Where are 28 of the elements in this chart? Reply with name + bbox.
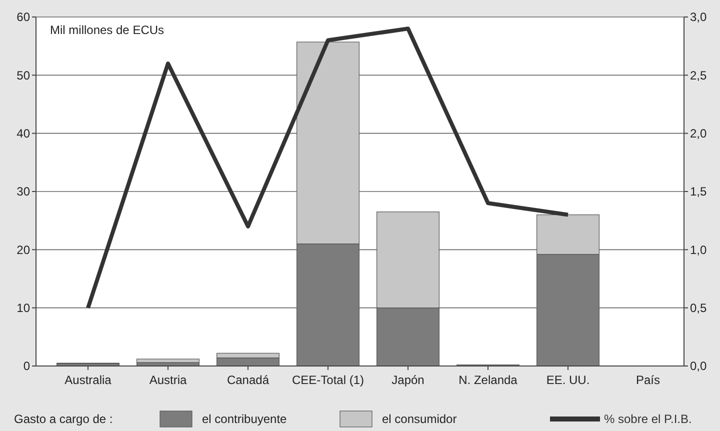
y2-tick-label: 0,5 xyxy=(690,301,708,316)
x-tick-label: Australia xyxy=(64,373,112,387)
y2-tick-label: 0,0 xyxy=(690,359,708,374)
x-tick-label: Japón xyxy=(392,373,424,387)
y-tick-label: 30 xyxy=(16,184,30,199)
x-tick-label: EE. UU. xyxy=(546,373,590,387)
legend-label: el consumidor xyxy=(382,412,457,426)
y2-tick-label: 2,5 xyxy=(690,68,708,82)
y-tick-label: 10 xyxy=(16,301,30,316)
y-tick-label: 0 xyxy=(23,359,30,374)
x-axis-title: País xyxy=(636,373,660,387)
bar xyxy=(136,358,200,363)
y-tick-label: 40 xyxy=(16,126,30,141)
y2-tick-label: 1,5 xyxy=(690,184,708,199)
y-tick-label: 60 xyxy=(16,10,30,24)
y2-tick-label: 1,0 xyxy=(690,242,708,257)
x-tick-label: Austria xyxy=(149,373,187,387)
x-tick-label: CEE-Total (1) xyxy=(292,373,364,387)
legend-label: el contribuyente xyxy=(202,412,288,426)
legend-label: % sobre el P.I.B. xyxy=(604,412,692,426)
y-tick-label: 50 xyxy=(16,68,30,82)
y-tick-label: 20 xyxy=(16,242,30,257)
y2-tick-label: 3,0 xyxy=(690,10,708,24)
y-axis-title: Mil millones de ECUs xyxy=(50,23,164,37)
y2-tick-label: 2,0 xyxy=(690,126,708,141)
legend-title: Gasto a cargo de : xyxy=(14,412,113,426)
x-tick-label: N. Zelanda xyxy=(458,373,518,387)
x-tick-label: Canadá xyxy=(226,373,270,387)
